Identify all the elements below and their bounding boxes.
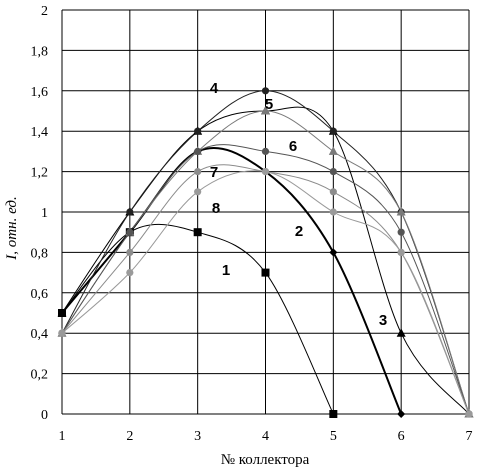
data-point-8 <box>465 410 473 418</box>
data-point-8 <box>329 208 337 216</box>
y-tick-label: 0,2 <box>31 368 49 383</box>
data-point-1 <box>261 268 270 277</box>
y-tick-label: 1,8 <box>31 44 49 59</box>
y-tick-label: 2 <box>41 4 48 19</box>
y-tick-label: 1,2 <box>31 166 49 181</box>
y-tick-label: 1 <box>41 206 48 221</box>
data-point-8 <box>58 329 66 337</box>
series-label-1: 1 <box>222 262 230 279</box>
data-point-6 <box>194 147 202 155</box>
x-tick-label: 2 <box>126 429 133 444</box>
y-tick-label: 1,6 <box>31 85 49 100</box>
y-axis-title: I, отн. ед. <box>4 196 20 260</box>
data-point-4 <box>329 127 337 135</box>
data-point-7 <box>329 188 337 196</box>
data-point-7 <box>126 248 134 256</box>
x-tick-label: 5 <box>330 429 337 444</box>
series-label-6: 6 <box>289 138 297 155</box>
x-tick-label: 4 <box>262 429 269 444</box>
data-point-4 <box>261 87 270 95</box>
data-point-6 <box>397 228 405 236</box>
tick-labels: 0 0,2 0,4 0,6 0,8 1 1,2 1,4 1,6 1,8 2 1 2 3 4 5 6 7 <box>31 4 473 444</box>
data-point-6 <box>126 228 134 236</box>
series-label-4: 4 <box>210 80 219 97</box>
data-point-5 <box>328 146 338 155</box>
series-labels: 1 2 3 4 5 6 7 8 <box>210 80 387 329</box>
data-point-3 <box>57 308 67 317</box>
data-point-8 <box>126 269 134 277</box>
series-label-7: 7 <box>210 164 218 181</box>
series-label-8: 8 <box>212 200 220 217</box>
data-point-1 <box>193 228 202 237</box>
data-point-7 <box>194 168 202 176</box>
x-tick-label: 6 <box>398 429 405 444</box>
data-point-6 <box>329 168 337 176</box>
y-tick-label: 0,6 <box>31 287 49 302</box>
data-point-5 <box>261 106 270 115</box>
y-tick-label: 0 <box>41 408 48 423</box>
grid <box>61 9 470 415</box>
series-line-2 <box>61 146 403 415</box>
data-point-6 <box>261 147 270 155</box>
y-tick-label: 0,8 <box>31 246 49 261</box>
x-tick-label: 7 <box>466 429 473 444</box>
series-label-2: 2 <box>295 223 303 240</box>
data-point-1 <box>329 410 338 418</box>
x-tick-label: 1 <box>59 429 66 444</box>
x-axis-title: № коллектора <box>221 452 310 468</box>
data-point-2 <box>329 248 338 257</box>
series-label-3: 3 <box>379 312 387 329</box>
series-label-5: 5 <box>265 96 273 113</box>
y-tick-label: 1,4 <box>31 125 49 140</box>
data-point-2 <box>397 410 406 418</box>
data-point-4 <box>126 208 134 216</box>
y-tick-label: 0,4 <box>31 327 49 342</box>
x-tick-label: 3 <box>194 429 201 444</box>
data-point-5 <box>396 207 406 216</box>
data-point-8 <box>194 188 202 196</box>
markers-group <box>57 87 474 418</box>
data-point-8 <box>397 248 405 256</box>
data-point-8 <box>261 168 270 176</box>
data-point-4 <box>194 127 202 135</box>
data-point-3 <box>396 328 406 337</box>
